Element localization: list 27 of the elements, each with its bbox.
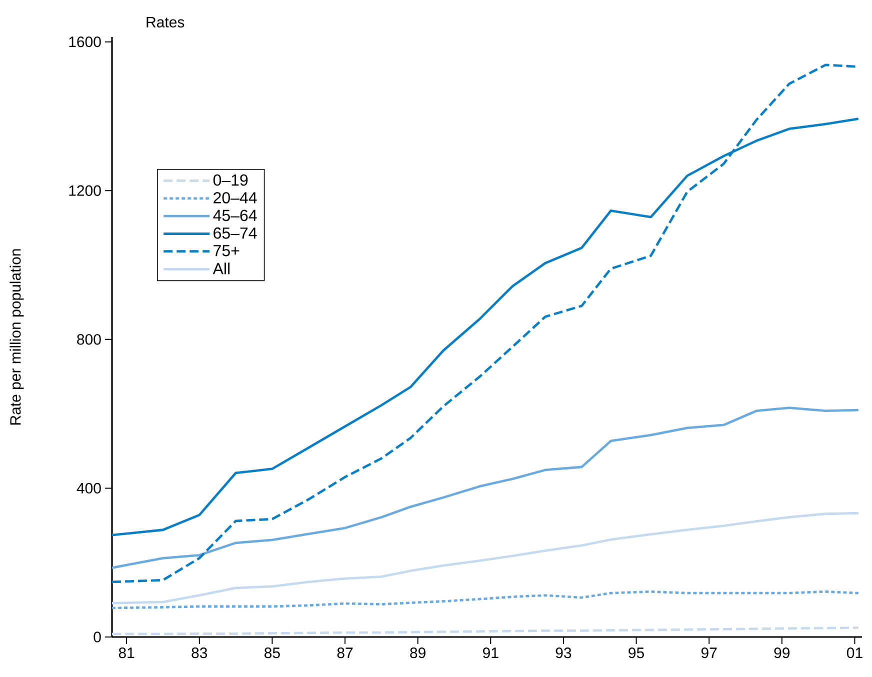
y-axis-title: Rate per million population <box>10 249 24 425</box>
y-tick-label: 800 <box>77 334 101 345</box>
x-tick-label: 85 <box>264 648 280 658</box>
x-tick-label: 87 <box>337 648 353 658</box>
legend-label: 75+ <box>214 245 240 256</box>
x-tick-label: 81 <box>118 648 134 658</box>
legend-label: 45–64 <box>213 210 257 222</box>
x-tick-label: 97 <box>701 648 717 658</box>
y-tick-label: 1200 <box>69 185 101 196</box>
x-tick-label: 83 <box>192 648 208 658</box>
legend-label: 20–44 <box>214 192 257 204</box>
y-tick-label: 1600 <box>69 36 101 48</box>
line-series <box>112 406 860 570</box>
y-tick-label: 0 <box>94 632 101 642</box>
x-tick-label: 99 <box>774 648 790 658</box>
line-series <box>112 512 860 604</box>
x-tick-label: 01 <box>846 648 862 658</box>
legend-label: 0–19 <box>213 174 248 186</box>
legend-label: All <box>212 262 230 274</box>
x-tick-label: 93 <box>556 648 572 658</box>
line-series <box>112 626 860 636</box>
x-tick-label: 95 <box>628 648 644 658</box>
x-tick-label: 89 <box>410 648 426 658</box>
legend-label: 65–74 <box>214 227 257 239</box>
x-tick-label: 91 <box>483 648 498 658</box>
chart-title: Rates <box>146 16 184 28</box>
y-tick-label: 400 <box>76 482 101 494</box>
